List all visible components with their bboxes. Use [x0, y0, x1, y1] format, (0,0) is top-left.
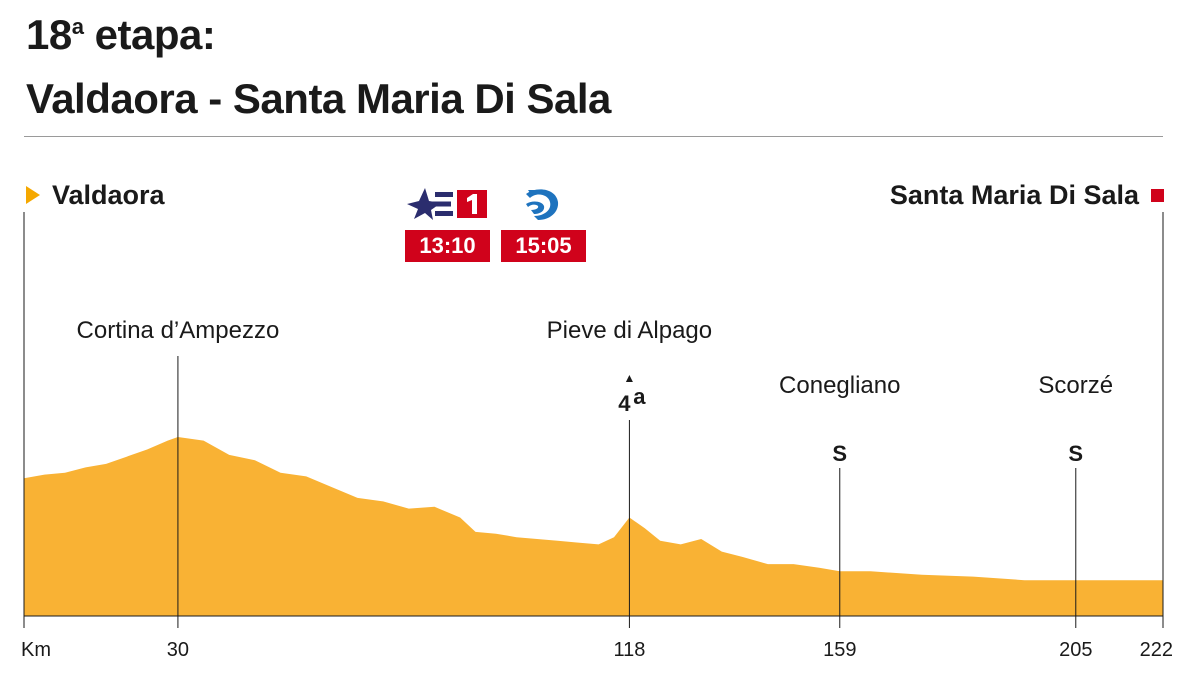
stage-number: 18	[26, 11, 72, 58]
broadcast-time-2: 15:05	[501, 230, 586, 262]
title-divider	[24, 136, 1163, 137]
x-tick-label: 159	[823, 639, 856, 661]
x-tick-label: 118	[613, 639, 645, 661]
start-marker-icon	[26, 186, 40, 204]
eurosport-1-logo-icon	[407, 188, 487, 220]
stage-title: 18a etapa:	[26, 11, 216, 58]
start-name: Valdaora	[52, 180, 165, 210]
start-label: Valdaora	[26, 180, 165, 210]
place-label: Scorzé	[1038, 372, 1113, 399]
climb-marker-icon	[625, 375, 633, 382]
place-label: Cortina d’Ampezzo	[77, 317, 280, 344]
place-label: Conegliano	[779, 372, 900, 399]
climb-category: 4	[618, 391, 631, 416]
climb-category-suffix: a	[633, 384, 646, 409]
finish-marker-icon	[1151, 188, 1164, 202]
stage-route: Valdaora - Santa Maria Di Sala	[26, 75, 611, 122]
broadcast-time-1: 13:10	[405, 230, 490, 262]
stage-word: etapa:	[94, 11, 216, 58]
stage-number-suffix: a	[71, 14, 84, 39]
place-label: Pieve di Alpago	[547, 317, 712, 344]
finish-name: Santa Maria Di Sala	[889, 180, 1139, 210]
x-tick-label: 222	[1140, 639, 1173, 661]
finish-label: Santa Maria Di Sala	[890, 180, 1164, 210]
x-tick-label: 30	[167, 639, 189, 661]
elevation-profile-area	[24, 437, 1163, 616]
sprint-marker: S	[1068, 441, 1083, 466]
x-tick-label: 205	[1059, 639, 1092, 661]
sprint-marker: S	[832, 441, 847, 466]
broadcaster-logo-icon	[526, 189, 559, 220]
x-axis-label: Km	[21, 639, 51, 661]
